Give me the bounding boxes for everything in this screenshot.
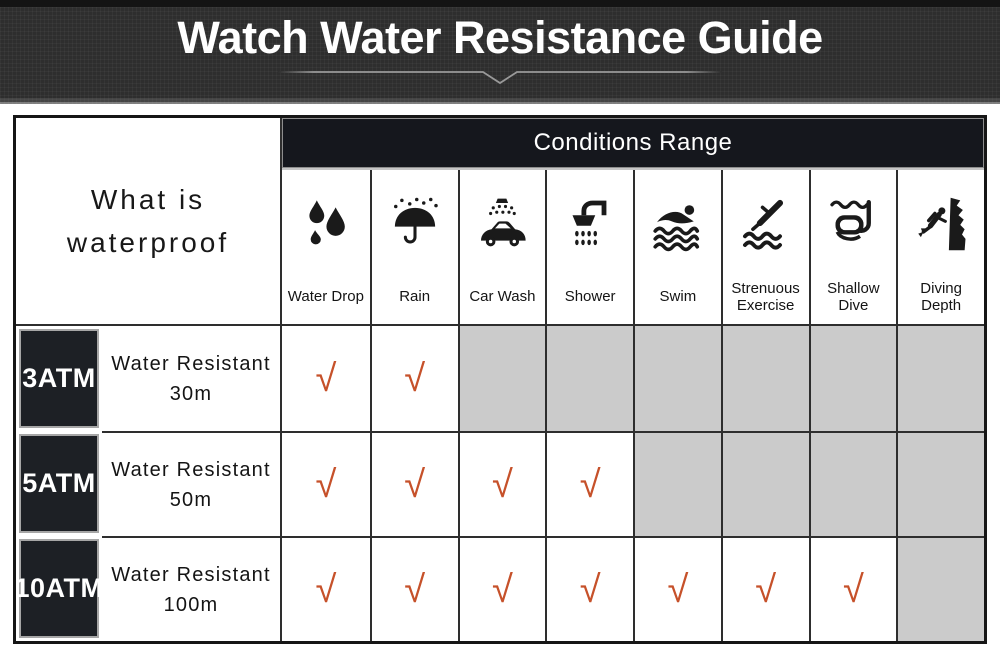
check-icon: √ xyxy=(315,357,337,400)
cell-3atm-car-wash xyxy=(457,326,546,431)
check-icon: √ xyxy=(491,568,513,611)
check-icon: √ xyxy=(579,463,601,506)
cell-10atm-car-wash: √ xyxy=(457,536,546,641)
rating-cell-5atm: 5ATM xyxy=(19,434,99,533)
cell-3atm-swim xyxy=(633,326,721,431)
condition-label: Water Drop xyxy=(287,288,364,306)
condition-column-diving-depth: Diving Depth xyxy=(896,170,984,326)
condition-label: Swim xyxy=(659,288,697,306)
description-cell-10atm: Water Resistant 100m xyxy=(102,536,282,641)
condition-column-shower: Shower xyxy=(545,170,633,326)
description-text: Water Resistant xyxy=(111,352,271,375)
what-is-waterproof-cell: What is waterproof xyxy=(16,118,282,326)
cell-3atm-diving-depth xyxy=(896,326,984,431)
cell-5atm-shallow-dive xyxy=(808,431,897,536)
header-banner: Watch Water Resistance Guide xyxy=(0,0,1000,104)
condition-label: Strenuous Exercise xyxy=(731,279,800,314)
swim-icon xyxy=(653,205,699,252)
condition-column-strenuous-exercise: Strenuous Exercise xyxy=(720,170,809,326)
check-icon: √ xyxy=(579,568,601,611)
page-title: Watch Water Resistance Guide xyxy=(177,12,823,63)
check-icon: √ xyxy=(404,568,426,611)
cell-3atm-shallow-dive xyxy=(808,326,897,431)
cell-5atm-swim xyxy=(633,431,721,536)
cell-10atm-water-drop: √ xyxy=(282,536,370,641)
check-icon: √ xyxy=(491,463,513,506)
cell-5atm-rain: √ xyxy=(369,431,458,536)
check-icon: √ xyxy=(667,568,689,611)
condition-label: Shallow Dive xyxy=(827,279,880,314)
cell-3atm-strenuous-exercise xyxy=(720,326,809,431)
check-icon: √ xyxy=(404,463,426,506)
corner-label-line2: waterproof xyxy=(66,227,230,258)
condition-label: Shower xyxy=(564,288,616,306)
corner-label-line1: What is xyxy=(90,183,206,215)
depth-text: 50m xyxy=(169,488,213,511)
cell-5atm-car-wash: √ xyxy=(457,431,546,536)
icon-area xyxy=(898,170,984,274)
cell-10atm-strenuous-exercise: √ xyxy=(720,536,809,641)
check-icon: √ xyxy=(404,357,426,400)
cell-10atm-diving-depth xyxy=(896,536,984,641)
water-resistance-table: What is waterproof Conditions Range Wate… xyxy=(13,115,987,644)
condition-label: Rain xyxy=(399,288,431,306)
diving-depth-icon xyxy=(918,197,966,251)
cell-10atm-swim: √ xyxy=(633,536,721,641)
rain-umbrella-icon xyxy=(393,197,438,244)
condition-label: Diving Depth xyxy=(920,279,962,314)
depth-text: 100m xyxy=(163,593,219,616)
icon-area xyxy=(635,170,721,274)
description-cell-5atm: Water Resistant 50m xyxy=(102,431,282,536)
icon-area xyxy=(811,170,897,274)
icon-area xyxy=(372,170,458,274)
cell-5atm-diving-depth xyxy=(896,431,984,536)
strenuous-exercise-icon xyxy=(742,199,783,250)
icon-area xyxy=(460,170,546,274)
check-icon: √ xyxy=(315,463,337,506)
conditions-range-header: Conditions Range xyxy=(282,118,984,170)
check-icon: √ xyxy=(315,568,337,611)
cell-5atm-shower: √ xyxy=(545,431,633,536)
cell-3atm-rain: √ xyxy=(369,326,458,431)
depth-text: 30m xyxy=(169,382,213,405)
cell-3atm-water-drop: √ xyxy=(282,326,370,431)
shower-icon xyxy=(572,200,607,246)
icon-area xyxy=(723,170,809,274)
condition-column-rain: Rain xyxy=(369,170,458,326)
condition-column-car-wash: Car Wash xyxy=(457,170,546,326)
check-icon: √ xyxy=(842,568,864,611)
shallow-dive-icon xyxy=(830,199,872,241)
description-text: Water Resistant xyxy=(111,458,271,481)
cell-5atm-water-drop: √ xyxy=(282,431,370,536)
icon-area xyxy=(547,170,633,274)
rating-cell-3atm: 3ATM xyxy=(19,329,99,428)
check-icon: √ xyxy=(755,568,777,611)
cell-10atm-shallow-dive: √ xyxy=(808,536,897,641)
rating-cell-10atm: 10ATM xyxy=(15,539,103,638)
condition-column-shallow-dive: Shallow Dive xyxy=(808,170,897,326)
cell-10atm-shower: √ xyxy=(545,536,633,641)
cell-5atm-strenuous-exercise xyxy=(720,431,809,536)
cell-10atm-rain: √ xyxy=(369,536,458,641)
table-grid: What is waterproof Conditions Range Wate… xyxy=(15,118,984,641)
title-divider-icon xyxy=(278,71,722,85)
cell-3atm-shower xyxy=(545,326,633,431)
condition-column-swim: Swim xyxy=(633,170,721,326)
water-drop-icon xyxy=(309,200,345,245)
description-cell-3atm: Water Resistant 30m xyxy=(102,326,282,431)
car-wash-icon xyxy=(481,198,526,247)
description-text: Water Resistant xyxy=(111,563,271,586)
condition-label: Car Wash xyxy=(469,288,536,306)
icon-area xyxy=(282,170,370,274)
condition-column-water-drop: Water Drop xyxy=(282,170,370,326)
page: Watch Water Resistance Guide What is wat… xyxy=(0,0,1000,644)
